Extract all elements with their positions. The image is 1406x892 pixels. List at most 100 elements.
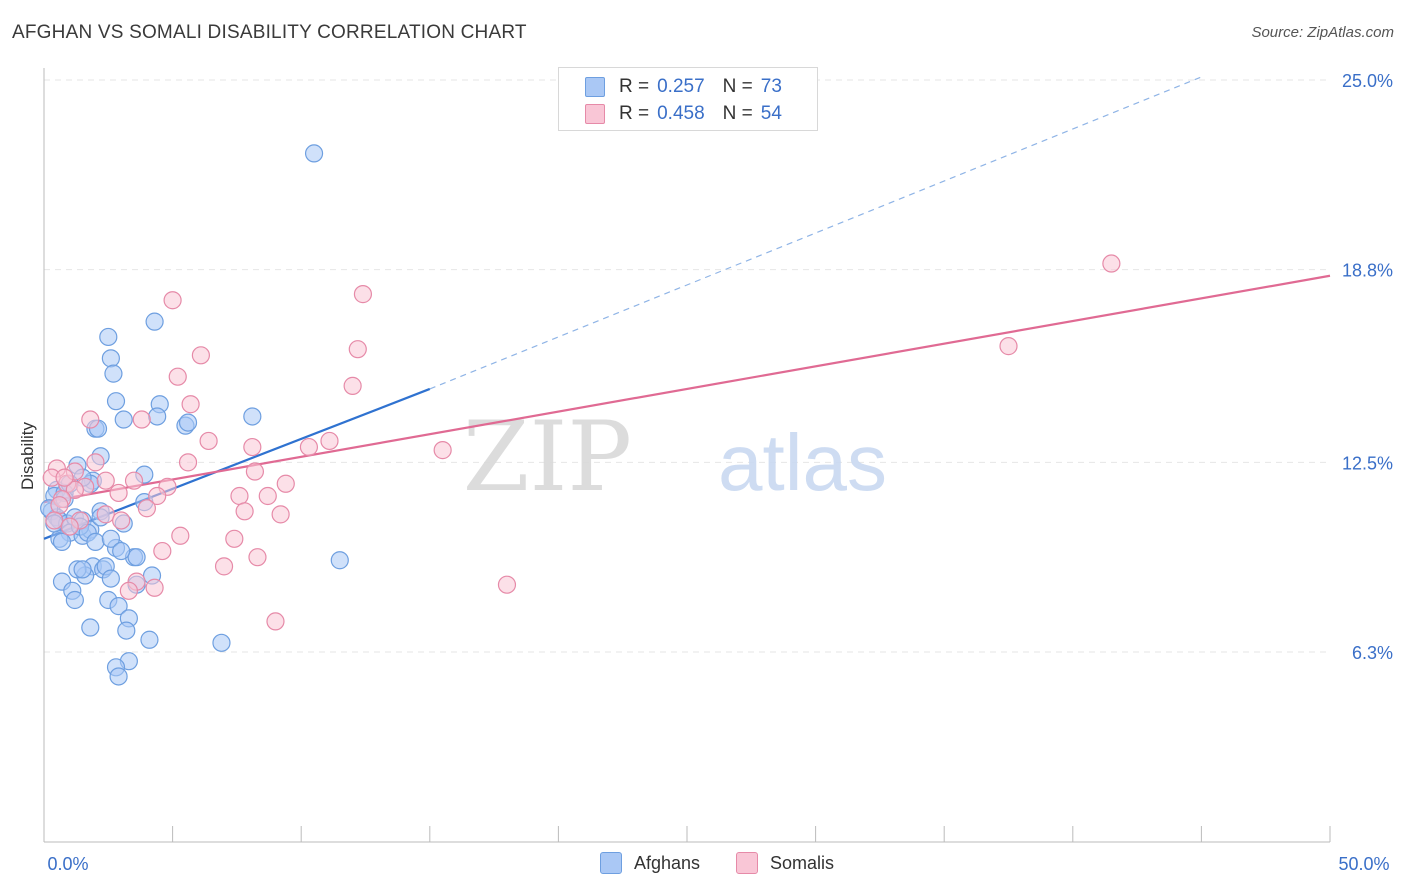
y-tick-label: 6.3% xyxy=(1352,643,1393,663)
somalis-point xyxy=(124,471,144,490)
afghans-point xyxy=(304,144,324,163)
chart-title: AFGHAN VS SOMALI DISABILITY CORRELATION … xyxy=(12,22,527,43)
somalis-point xyxy=(181,395,200,414)
afghans-point xyxy=(99,327,118,347)
somalis-point xyxy=(145,578,164,597)
somalis-point xyxy=(45,511,64,530)
watermark: ZIP atlas xyxy=(463,401,887,513)
afghans-point xyxy=(106,392,126,411)
legend-swatch-afghans xyxy=(600,852,622,874)
somalis-point xyxy=(225,529,244,548)
afghans-point xyxy=(73,560,92,579)
n-label: N = xyxy=(722,103,753,124)
somalis-trend-line xyxy=(43,274,1331,504)
afghans-point xyxy=(104,364,123,383)
legend-swatch-afghans xyxy=(585,77,605,97)
legend-row-afghans: R = 0.257 N = 73 xyxy=(585,75,782,99)
afghans-point xyxy=(52,532,72,551)
somalis-point xyxy=(50,496,69,515)
somalis-point xyxy=(112,511,131,530)
somalis-point xyxy=(109,483,128,503)
r-label: R = xyxy=(619,76,650,97)
afghans-point xyxy=(243,407,262,426)
r-value: 0.257 xyxy=(657,76,705,97)
somalis-point xyxy=(191,346,210,365)
grid-lines xyxy=(44,79,1330,653)
somalis-point xyxy=(199,431,218,451)
somalis-point xyxy=(266,612,285,631)
somalis-point xyxy=(235,502,254,521)
somalis-point xyxy=(320,431,339,451)
somalis-point xyxy=(248,548,267,567)
somalis-point xyxy=(353,285,373,304)
legend-swatch-somalis xyxy=(736,852,758,874)
somalis-point xyxy=(163,291,182,310)
legend-item-afghans[interactable]: Afghans xyxy=(600,852,700,874)
somalis-point xyxy=(148,486,167,506)
watermark-atlas: atlas xyxy=(718,418,887,507)
legend-row-somalis: R = 0.458 N = 54 xyxy=(585,102,782,126)
somalis-point xyxy=(96,471,115,490)
somalis-point xyxy=(96,505,115,524)
somalis-point xyxy=(119,581,138,600)
somalis-point xyxy=(171,526,190,545)
afghans-point xyxy=(101,569,120,588)
somalis-point xyxy=(1102,254,1121,273)
r-label: R = xyxy=(619,103,650,124)
afghans-point xyxy=(109,597,128,616)
somalis-point xyxy=(132,410,151,429)
somalis-point xyxy=(343,376,362,395)
afghans-point xyxy=(148,407,167,426)
afghans-point xyxy=(330,551,349,570)
somalis-point xyxy=(55,468,74,487)
somalis-point xyxy=(299,437,319,457)
data-points xyxy=(40,144,1121,686)
afghans-point xyxy=(65,590,84,610)
x-tick-label: 50.0% xyxy=(1338,854,1389,874)
afghans-point xyxy=(127,548,146,567)
afghans-point xyxy=(112,541,131,561)
somalis-point xyxy=(168,367,187,386)
afghans-trend-extension xyxy=(429,76,1202,390)
somalis-point xyxy=(243,437,262,457)
somalis-point xyxy=(178,453,198,472)
legend-swatch-somalis xyxy=(585,104,605,124)
afghans-point xyxy=(117,621,136,640)
afghans-point xyxy=(86,532,105,551)
somalis-point xyxy=(81,410,100,429)
somalis-point xyxy=(348,340,367,359)
y-axis-label: Disability xyxy=(18,421,37,491)
somalis-point xyxy=(86,453,105,472)
afghans-point xyxy=(140,630,159,649)
y-tick-label: 12.5% xyxy=(1342,453,1393,473)
r-value: 0.458 xyxy=(657,103,705,124)
source-label: Source: ZipAtlas.com xyxy=(1251,24,1394,41)
x-tick-label: 0.0% xyxy=(47,854,88,874)
somalis-point xyxy=(230,486,249,506)
correlation-legend: R = 0.257 N = 73 R = 0.458 N = 54 xyxy=(558,67,818,131)
somalis-point xyxy=(276,474,295,493)
somalis-point xyxy=(258,486,277,506)
n-value: 73 xyxy=(760,76,782,97)
y-tick-label: 25.0% xyxy=(1342,71,1393,91)
somalis-point xyxy=(271,505,290,524)
series-legend: Afghans Somalis xyxy=(0,852,1406,878)
trend-lines xyxy=(43,76,1331,540)
n-value: 54 xyxy=(760,103,782,124)
n-label: N = xyxy=(722,76,753,97)
watermark-zip: ZIP xyxy=(463,401,632,513)
afghans-point xyxy=(114,410,133,429)
somalis-point xyxy=(214,557,234,576)
somalis-point xyxy=(497,575,517,594)
afghans-point xyxy=(109,667,128,686)
afghans-point xyxy=(145,312,164,331)
afghans-point xyxy=(101,529,120,548)
somalis-point xyxy=(433,441,452,460)
somalis-point xyxy=(999,337,1018,356)
legend-label-afghans: Afghans xyxy=(634,852,701,873)
tick-labels: 6.3% 12.5% 18.8% 25.0% 0.0% 50.0% xyxy=(47,71,1393,874)
afghans-point xyxy=(101,349,120,368)
afghans-point xyxy=(178,413,198,432)
legend-item-somalis[interactable]: Somalis xyxy=(736,852,834,874)
